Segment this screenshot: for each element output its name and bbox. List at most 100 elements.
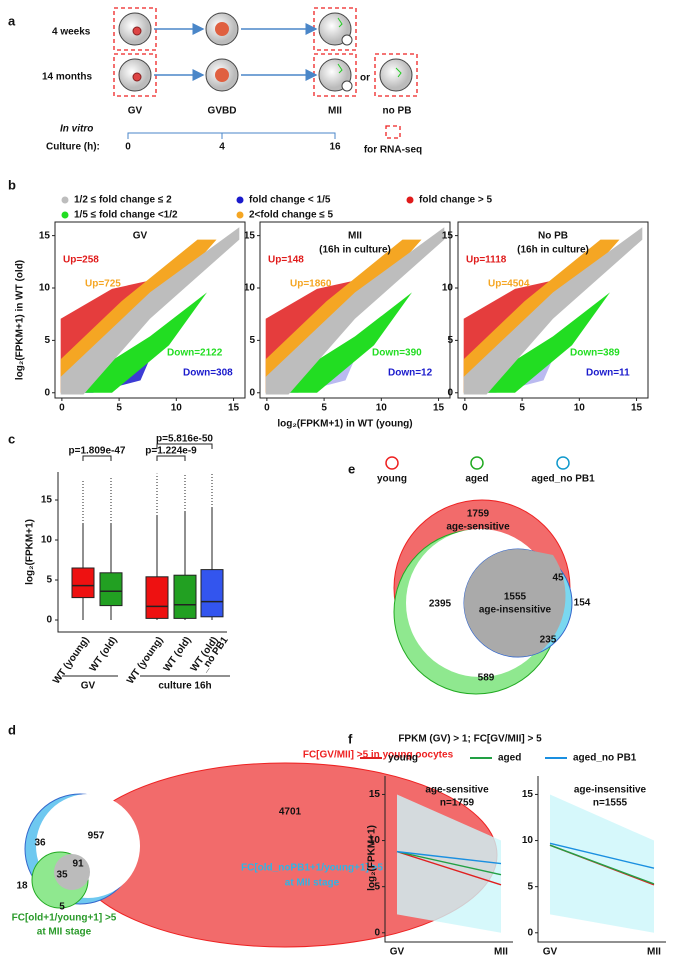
label: for RNA-seq [364, 145, 422, 156]
up5: Up=258 [63, 255, 99, 266]
down2: Down=2122 [167, 348, 223, 359]
count: 957 [88, 831, 105, 842]
stage: GV [128, 106, 143, 117]
y-tick-label: 0 [374, 927, 380, 938]
y-tick-label: 10 [442, 283, 454, 294]
y-tick-label: 10 [41, 535, 53, 546]
venn-core [54, 854, 90, 890]
legend-swatch [61, 196, 69, 204]
panel-a: a 4 weeks 14 months GV GVBD MII no PB or… [8, 7, 422, 156]
plot-title: n=1555 [593, 798, 628, 809]
panel-b: b log₂(FPKM+1) in WT (old) log₂(FPKM+1) … [8, 177, 649, 430]
legend-label: young [388, 753, 418, 764]
legend-label: 1/2 ≤ fold change ≤ 2 [74, 195, 172, 206]
y-tick-label: 5 [44, 335, 50, 346]
x-tick-label: 5 [116, 403, 122, 414]
down5: Down=11 [586, 368, 630, 379]
cloud-down2 [463, 292, 610, 393]
legend-label: aged [498, 753, 521, 764]
plot-title: age-sensitive [425, 785, 489, 796]
cloud-down2 [60, 292, 208, 393]
cells [118, 12, 413, 92]
y-tick-label: 5 [374, 881, 380, 892]
cloud-down5 [74, 336, 160, 393]
count: 589 [478, 673, 495, 684]
y-tick-label: 15 [39, 230, 51, 241]
x-tick-label: 10 [574, 403, 586, 414]
panel-label: c [8, 431, 15, 446]
label: Culture (h): [46, 142, 100, 153]
plot-title: MII [348, 231, 362, 242]
legend-label: 2<fold change ≤ 5 [249, 210, 334, 221]
panel-c: c log₂(FPKM+1) GV culture 16h 0 5 10 15 WT (… [8, 431, 231, 691]
cloud-down2 [265, 292, 412, 393]
x-tick-label: GV [543, 947, 558, 958]
panel-label: f [348, 731, 353, 746]
panel-label: b [8, 177, 16, 192]
axes [384, 776, 513, 943]
y-tick-label: 0 [44, 387, 50, 398]
y-tick-label: 15 [41, 495, 53, 506]
y-tick-label: 15 [369, 789, 381, 800]
panel-d: d FC[GV/MII] >5 in young oocytes 4701 95… [8, 722, 498, 948]
count: 4701 [279, 807, 302, 818]
down5: Down=12 [388, 368, 433, 379]
plot-title: GV [133, 231, 148, 242]
y-tick-label: 10 [522, 835, 534, 846]
x-tick-label: 0 [264, 403, 270, 414]
count: 1759 [467, 509, 490, 520]
cloud-mid [60, 227, 240, 395]
count: 1555 [504, 592, 527, 603]
y-tick-label: 5 [249, 335, 255, 346]
p-value: p=5.816e-50 [156, 434, 213, 445]
title: FC[GV/MII] >5 in young oocytes [303, 750, 454, 761]
y-tick-label: 10 [244, 283, 256, 294]
box [173, 574, 197, 619]
panel-label: a [8, 13, 16, 28]
up5: Up=1118 [466, 255, 507, 266]
x-tick-label: MII [647, 947, 661, 958]
stage: MII [328, 106, 342, 117]
count: 36 [34, 838, 46, 849]
y-tick-label: 0 [46, 615, 52, 626]
count: 154 [574, 598, 591, 609]
label: at MII stage [285, 878, 340, 889]
x-tick-label: 10 [171, 403, 183, 414]
legend-swatch [61, 211, 69, 219]
x-tick-label: 15 [631, 403, 643, 414]
cloud-mid [463, 227, 643, 395]
y-tick-label: 5 [46, 575, 52, 586]
x-tick-label: 5 [321, 403, 327, 414]
count: 5 [59, 902, 65, 913]
y-tick-label: 5 [527, 881, 533, 892]
legend-swatch [406, 196, 414, 204]
box [145, 576, 169, 619]
box [99, 572, 123, 607]
caption: FPKM (GV) > 1; FC[GV/MII] > 5 [398, 734, 542, 745]
legend-label: fold change < 1/5 [249, 195, 331, 206]
venn-core [464, 549, 566, 657]
box [71, 567, 95, 599]
x-tick-label: 10 [376, 403, 388, 414]
y-label: log₂(FPKM+1) [25, 519, 36, 585]
x-tick-label: 15 [433, 403, 445, 414]
plot-title: age-insensitive [574, 785, 647, 796]
cloud-down5 [279, 336, 365, 393]
time: 4 [219, 142, 225, 153]
bracket [156, 443, 213, 449]
plot-title: (16h in culture) [319, 245, 391, 256]
legend-swatch [236, 196, 244, 204]
plot-frame [259, 221, 451, 399]
plot-title: No PB [538, 231, 568, 242]
plot-title: n=1759 [440, 798, 475, 809]
up5: Up=148 [268, 255, 304, 266]
plot-frame [54, 221, 246, 399]
or: or [360, 73, 370, 84]
y-tick-label: 10 [369, 835, 381, 846]
y-tick-label: 0 [447, 387, 453, 398]
y-label: log₂(FPKM+1) [367, 825, 378, 891]
up2: Up=4504 [488, 279, 530, 290]
x-tick-label: 0 [59, 403, 65, 414]
legend-label: 1/5 ≤ fold change <1/2 [74, 210, 178, 221]
axes [537, 776, 666, 943]
